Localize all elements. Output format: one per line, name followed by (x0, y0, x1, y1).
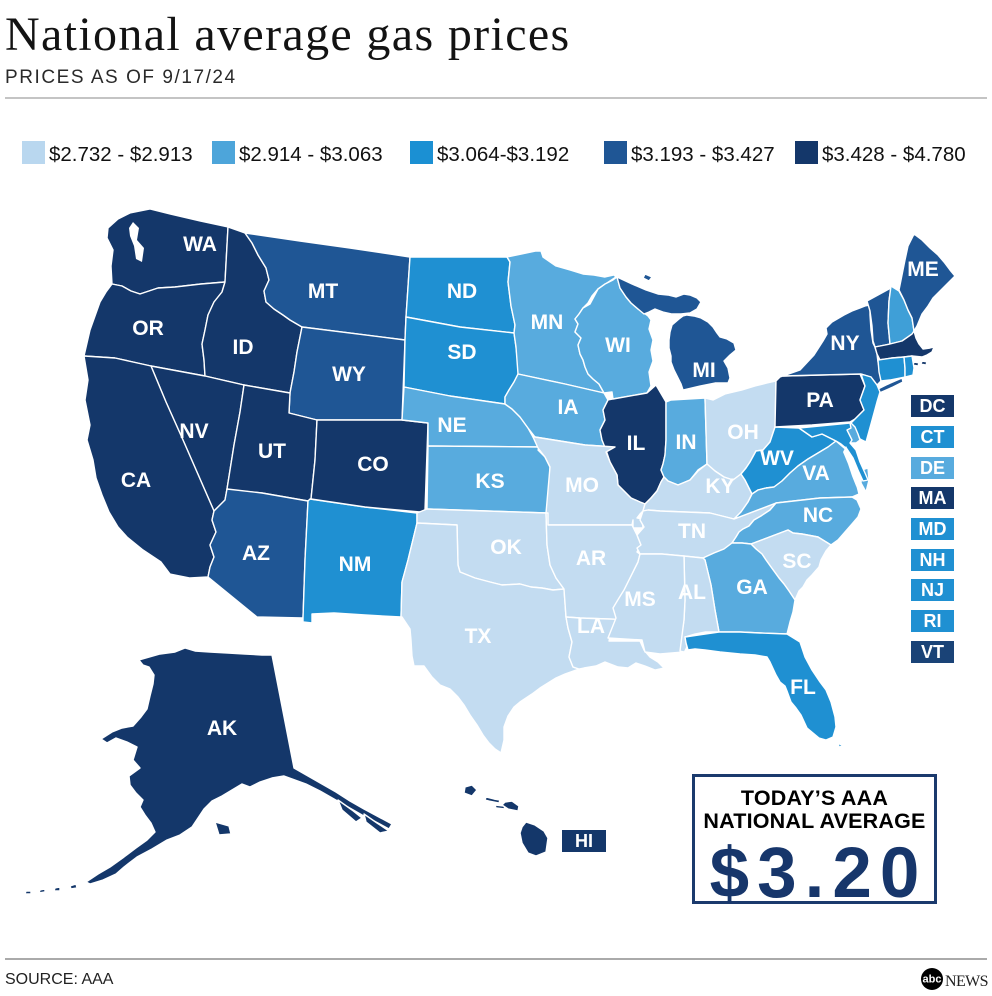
svg-text:ME: ME (907, 258, 939, 281)
svg-text:NH: NH (920, 550, 946, 570)
svg-text:VA: VA (802, 462, 830, 485)
svg-text:NJ: NJ (921, 580, 944, 600)
svg-text:DE: DE (920, 458, 945, 478)
svg-text:IA: IA (558, 396, 579, 419)
svg-text:abc: abc (923, 974, 942, 986)
svg-text:WY: WY (332, 363, 366, 386)
svg-text:DC: DC (920, 396, 946, 416)
svg-text:AZ: AZ (242, 542, 270, 565)
svg-text:MD: MD (919, 519, 947, 539)
svg-text:SC: SC (782, 550, 811, 573)
svg-text:NEWS: NEWS (945, 973, 988, 990)
svg-text:MT: MT (308, 280, 338, 303)
svg-text:OH: OH (727, 421, 759, 444)
svg-text:IN: IN (676, 431, 697, 454)
svg-text:LA: LA (577, 615, 605, 638)
svg-text:MN: MN (531, 311, 564, 334)
svg-text:SD: SD (447, 341, 476, 364)
svg-text:ND: ND (447, 280, 477, 303)
svg-text:VT: VT (921, 642, 944, 662)
svg-text:UT: UT (258, 440, 286, 463)
svg-text:MA: MA (919, 488, 947, 508)
svg-text:NV: NV (179, 420, 208, 443)
svg-text:OR: OR (132, 317, 164, 340)
svg-text:PA: PA (806, 389, 834, 412)
svg-text:AL: AL (678, 581, 706, 604)
svg-text:RI: RI (924, 611, 942, 631)
svg-text:NM: NM (339, 553, 372, 576)
svg-text:NE: NE (437, 414, 466, 437)
svg-text:CA: CA (121, 469, 151, 492)
svg-text:CO: CO (357, 453, 389, 476)
svg-text:TN: TN (678, 520, 706, 543)
svg-text:MS: MS (624, 588, 656, 611)
svg-text:TX: TX (465, 625, 492, 648)
svg-text:OK: OK (490, 536, 522, 559)
svg-text:NY: NY (830, 332, 859, 355)
svg-text:AK: AK (207, 717, 237, 740)
svg-text:GA: GA (736, 576, 768, 599)
svg-text:WA: WA (183, 233, 217, 256)
svg-text:MO: MO (565, 474, 599, 497)
svg-text:AR: AR (576, 547, 606, 570)
svg-text:KS: KS (475, 470, 504, 493)
svg-text:WI: WI (605, 334, 631, 357)
svg-text:FL: FL (790, 676, 816, 699)
svg-text:WV: WV (760, 447, 794, 470)
svg-text:ID: ID (233, 336, 254, 359)
svg-text:HI: HI (575, 831, 593, 851)
svg-text:NC: NC (803, 504, 833, 527)
svg-text:IL: IL (627, 432, 646, 455)
svg-text:CT: CT (921, 427, 945, 447)
svg-text:MI: MI (692, 359, 715, 382)
svg-text:KY: KY (705, 475, 734, 498)
